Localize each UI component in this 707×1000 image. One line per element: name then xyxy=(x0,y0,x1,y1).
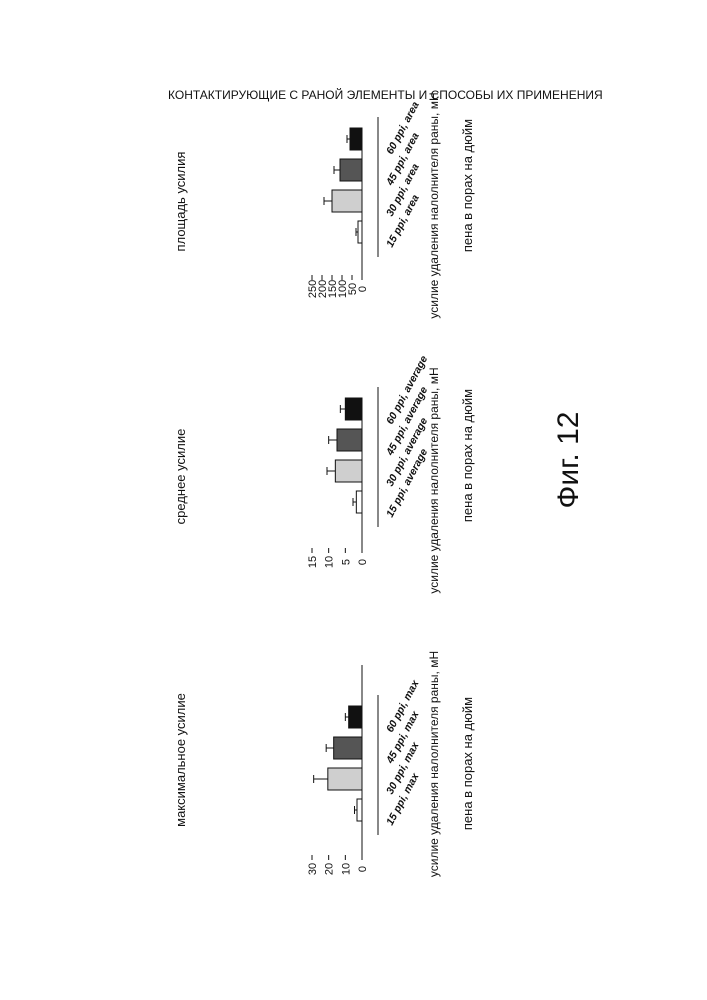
bar xyxy=(337,429,362,451)
bar xyxy=(357,799,362,821)
bar xyxy=(356,491,362,513)
bar xyxy=(340,159,362,181)
category-axis-label: пена в порах на дюйм xyxy=(460,119,475,252)
value-axis-label: усилие удаления налолнителя раны, мН xyxy=(427,367,441,593)
value-tick-label: 250 xyxy=(307,280,319,298)
figure-label: Фиг. 12 xyxy=(552,412,585,509)
bar xyxy=(358,221,362,243)
value-tick-label: 10 xyxy=(324,556,336,568)
bar xyxy=(334,737,362,759)
chart-title: среднее усилие xyxy=(173,429,188,525)
chart-title: площадь усилия xyxy=(173,152,188,252)
value-tick-label: 0 xyxy=(357,559,369,565)
bar xyxy=(345,398,362,420)
category-axis-label: пена в порах на дюйм xyxy=(460,389,475,522)
bar xyxy=(332,190,362,212)
value-tick-label: 30 xyxy=(307,863,319,875)
value-axis-label: усилие удаления налолнителя раны, мН xyxy=(427,651,441,877)
value-axis-label: усилие удаления налолнителя раны, мН xyxy=(427,92,441,318)
bar xyxy=(350,128,362,150)
value-tick-label: 10 xyxy=(340,863,352,875)
chart-area-force: 05010015020025015 ppi, area30 ppi, area4… xyxy=(173,92,475,318)
value-tick-label: 0 xyxy=(357,866,369,872)
chart-max-force: 010203015 ppi, max30 ppi, max45 ppi, max… xyxy=(173,651,475,877)
chart-title: максимальное усилие xyxy=(173,693,188,827)
bar xyxy=(349,706,362,728)
category-axis-label: пена в порах на дюйм xyxy=(460,697,475,830)
bar xyxy=(335,460,362,482)
value-tick-label: 5 xyxy=(340,559,352,565)
chart-average-force: 05101515 ppi, average30 ppi, average45 p… xyxy=(173,354,475,594)
value-tick-label: 20 xyxy=(324,863,336,875)
bar xyxy=(328,768,362,790)
value-tick-label: 15 xyxy=(307,556,319,568)
